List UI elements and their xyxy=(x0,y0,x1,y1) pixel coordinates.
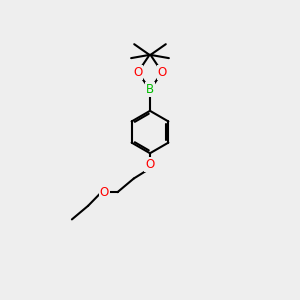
Text: O: O xyxy=(146,158,154,171)
Text: O: O xyxy=(100,186,109,199)
Text: O: O xyxy=(158,66,167,79)
Text: B: B xyxy=(146,83,154,96)
Text: O: O xyxy=(133,66,142,79)
